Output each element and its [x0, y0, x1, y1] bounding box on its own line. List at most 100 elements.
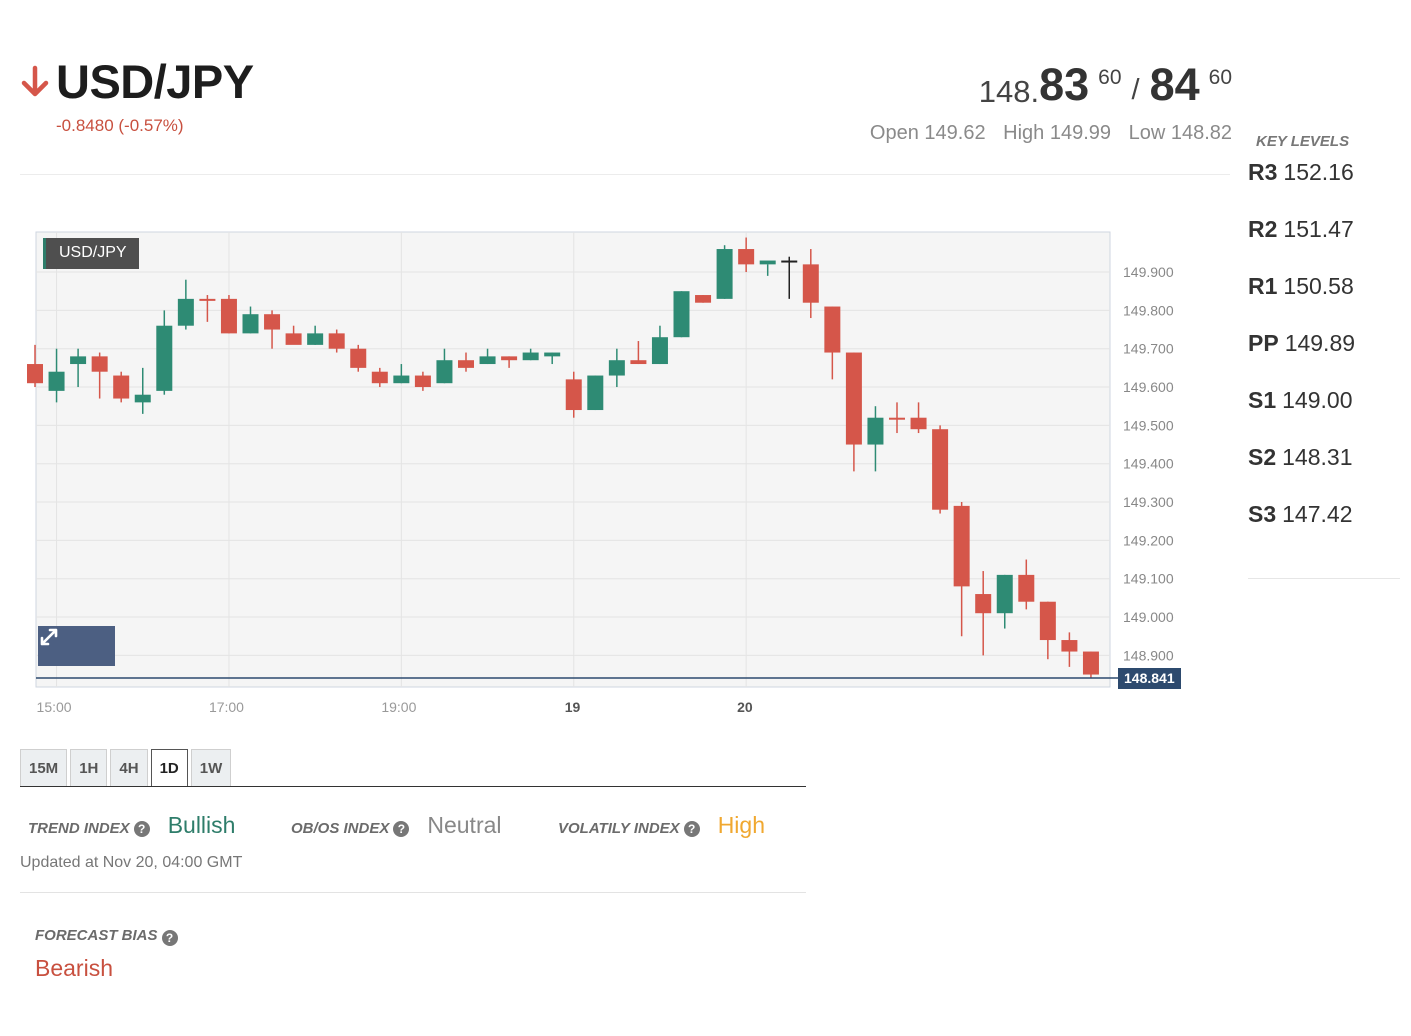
instrument-title: USD/JPY	[20, 58, 254, 105]
plot-area	[35, 231, 1111, 688]
chart-symbol-tag: USD/JPY	[43, 238, 139, 269]
y-tick-label: 149.800	[1123, 302, 1174, 318]
bid-ask-quote: 148. 83 60 / 84 60	[979, 60, 1232, 110]
candle-body	[695, 295, 712, 303]
candle-body	[1018, 574, 1035, 602]
candle-body	[1082, 651, 1099, 675]
candle-body	[608, 360, 625, 376]
candle-body	[867, 417, 884, 445]
candle-body	[285, 333, 302, 345]
price-chart[interactable]: 149.900 149.800 149.700 149.600 149.500 149.4…	[0, 220, 1230, 730]
candle-body	[910, 417, 927, 430]
forecast-bias-label-text: FORECAST BIAS	[35, 927, 158, 944]
candle-body	[759, 260, 776, 265]
key-level-s1: S1 149.00	[1248, 387, 1353, 414]
candle-body	[328, 333, 345, 349]
expand-chart-button[interactable]	[38, 626, 115, 666]
tab-1w[interactable]: 1W	[190, 749, 232, 786]
candle-body	[264, 314, 281, 330]
candle-body	[996, 574, 1013, 614]
arrow-down-icon	[21, 65, 49, 96]
key-level-name: R3	[1248, 159, 1278, 185]
key-level-r1: R1 150.58	[1248, 273, 1354, 300]
candle-body	[975, 594, 992, 614]
candle-body	[91, 356, 108, 372]
candle-body	[544, 352, 561, 357]
candle-body	[70, 356, 87, 365]
key-level-value: 152.16	[1283, 159, 1354, 185]
x-tick-label: 15:00	[37, 699, 72, 715]
key-level-s3: S3 147.42	[1248, 501, 1353, 528]
key-level-name: S2	[1248, 444, 1277, 470]
candle-body	[134, 394, 151, 403]
key-level-value: 151.47	[1283, 216, 1354, 242]
y-tick-label: 149.600	[1123, 379, 1174, 395]
y-tick-label: 149.900	[1123, 264, 1174, 280]
candle-body	[177, 298, 194, 326]
tab-15m[interactable]: 15M	[20, 749, 68, 786]
bid-pips: 60	[1098, 66, 1122, 89]
ask-pips: 60	[1208, 66, 1232, 89]
candle-body	[738, 249, 755, 265]
price-change: -0.8480 (-0.57%)	[56, 116, 184, 135]
candle-body	[932, 429, 949, 510]
indices-divider	[20, 892, 806, 893]
question-circle-icon[interactable]: ?	[683, 821, 700, 837]
candlestick-chart[interactable]: 149.900 149.800 149.700 149.600 149.500 149.4…	[0, 220, 1230, 730]
high-value: High 149.99	[1003, 122, 1112, 144]
candle-body	[587, 375, 604, 411]
indices-row: TREND INDEX ? Bullish OB/OS INDEX ? Neut…	[20, 812, 806, 846]
key-level-value: 150.58	[1283, 273, 1354, 299]
key-levels-divider	[1248, 578, 1400, 579]
candle-body	[220, 298, 237, 334]
forecast-bias: FORECAST BIAS? Bearish	[35, 927, 178, 982]
key-level-name: R1	[1248, 273, 1278, 299]
x-tick-label: 19:00	[381, 699, 416, 715]
x-tick-label: 20	[737, 699, 753, 715]
candle-body	[371, 371, 388, 384]
timeframe-tabs: 15M 1H 4H 1D 1W	[20, 749, 806, 787]
question-circle-icon[interactable]: ?	[393, 821, 410, 837]
key-level-r2: R2 151.47	[1248, 216, 1354, 243]
candle-body	[414, 375, 431, 388]
y-tick-label: 149.000	[1123, 609, 1174, 625]
candle-body	[802, 264, 819, 303]
candle-body	[350, 348, 367, 368]
trend-index: TREND INDEX ? Bullish	[28, 812, 235, 839]
candle-body	[845, 352, 862, 445]
candle-body	[630, 360, 647, 365]
y-tick-label: 149.700	[1123, 341, 1174, 357]
tab-1h[interactable]: 1H	[70, 749, 108, 786]
candle-body	[27, 364, 43, 384]
obos-index-label: OB/OS INDEX	[291, 820, 390, 837]
last-price-tag: 148.841	[1118, 668, 1181, 689]
key-level-value: 149.89	[1284, 330, 1356, 356]
ask-big-figure: 84	[1149, 59, 1200, 110]
question-circle-icon[interactable]: ?	[133, 821, 150, 837]
candle-body	[156, 325, 173, 391]
candle-body	[501, 356, 518, 361]
tab-4h[interactable]: 4H	[110, 749, 148, 786]
candle-body	[781, 260, 798, 263]
question-circle-icon[interactable]: ?	[161, 930, 178, 946]
y-tick-label: 149.200	[1123, 532, 1174, 548]
volatility-index-label: VOLATILY INDEX	[558, 820, 680, 837]
forecast-bias-label: FORECAST BIAS?	[35, 927, 178, 946]
header-divider	[20, 174, 1230, 175]
forecast-bias-value: Bearish	[35, 955, 113, 981]
candle-body	[953, 505, 970, 587]
key-level-s2: S2 148.31	[1248, 444, 1353, 471]
key-level-name: PP	[1248, 330, 1279, 356]
trend-index-label: TREND INDEX	[28, 820, 130, 837]
candle-body	[1061, 640, 1078, 652]
candle-body	[673, 291, 690, 338]
y-tick-label: 149.300	[1123, 494, 1174, 510]
key-level-name: S3	[1248, 501, 1277, 527]
candle-body	[458, 360, 474, 368]
obos-index: OB/OS INDEX ? Neutral	[291, 812, 502, 839]
volatility-index: VOLATILY INDEX ? High	[558, 812, 765, 839]
candle-body	[307, 333, 324, 345]
tab-1d[interactable]: 1D	[150, 749, 188, 786]
instrument-symbol: USD/JPY	[56, 55, 254, 108]
open-value: Open 149.62	[869, 122, 986, 144]
